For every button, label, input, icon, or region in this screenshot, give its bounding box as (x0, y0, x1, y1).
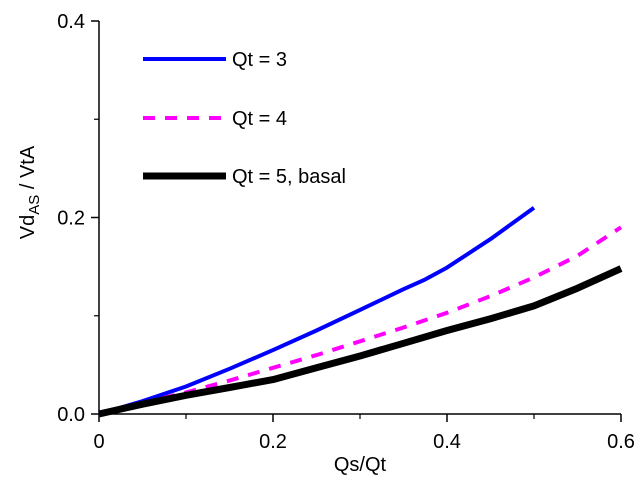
x-tick-label: 0.4 (433, 431, 461, 453)
y-tick-label: 0.4 (57, 11, 85, 33)
y-axis-label-rest: / VtA (17, 145, 39, 195)
x-tick-label: 0 (93, 431, 104, 453)
x-tick-label: 0.2 (259, 431, 287, 453)
series-line-2 (98, 225, 623, 416)
series-line-1 (98, 206, 536, 416)
y-axis-label-main: Vd (17, 215, 39, 239)
legend-label-1: Qt = 3 (232, 49, 287, 71)
series-group (98, 206, 623, 418)
y-ticks: 0.0 0.2 0.4 (57, 11, 99, 426)
series-line-3 (98, 265, 623, 418)
y-tick-label: 0.0 (57, 404, 85, 426)
x-ticks: 0 0.2 0.4 0.6 (93, 414, 635, 453)
x-tick-label: 0.6 (607, 431, 635, 453)
legend-label-3: Qt = 5, basal (232, 166, 346, 188)
legend-label-2: Qt = 4 (232, 108, 287, 130)
x-axis-label: Qs/Qt (334, 454, 387, 476)
y-axis-label-subscript: AS (26, 195, 43, 215)
legend: Qt = 3 Qt = 4 Qt = 5, basal (143, 49, 346, 188)
y-axis-label: VdAS / VtA (17, 145, 43, 239)
axes: 0 0.2 0.4 0.6 0.0 0.2 0.4 (57, 11, 635, 453)
y-tick-label: 0.2 (57, 208, 85, 230)
